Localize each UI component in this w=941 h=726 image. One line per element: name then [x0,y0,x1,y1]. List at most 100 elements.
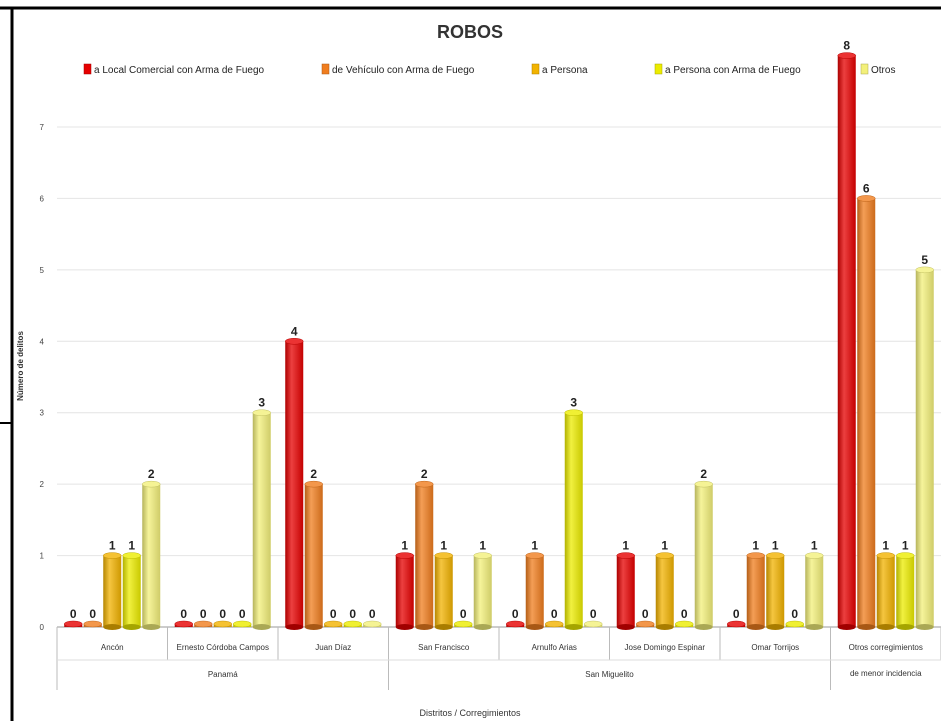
y-tick-label: 6 [40,194,45,203]
data-label: 8 [843,39,850,53]
bar-cap [766,552,785,559]
bar-base [473,624,492,630]
legend-label: Otros [871,65,895,76]
bar [896,555,915,627]
bar-cap [655,552,674,559]
bar [915,269,934,627]
bar-base [564,624,583,630]
bar-cap [174,620,193,628]
bar-cap [746,552,765,559]
bar [415,484,434,627]
data-label: 1 [479,539,486,553]
bar-cap [285,338,304,345]
bar [304,484,323,627]
data-label: 1 [811,539,818,553]
x-tick-label: Arnulfo Arias [532,643,577,652]
bar-cap [363,620,382,628]
y-tick-label: 4 [40,337,45,346]
data-label: 1 [109,539,116,553]
data-label: 1 [661,539,668,553]
data-label: 1 [772,539,779,553]
data-label: 0 [180,607,187,621]
bar [142,484,161,627]
y-tick-label: 1 [40,552,45,561]
bar [285,341,304,627]
bar-cap [343,620,362,628]
x-tick-label: Ancón [101,643,124,652]
bar-cap [727,620,746,628]
legend-label: de Vehículo con Arma de Fuego [332,65,475,76]
data-label: 0 [330,607,337,621]
bar [655,555,674,627]
bar-base [415,624,434,630]
bar-base [252,624,271,630]
bar-base [304,624,323,630]
bar-base [837,624,856,630]
bar-cap [805,552,824,559]
bar [103,555,122,627]
x-tick-label: Ernesto Córdoba Campos [177,643,270,652]
bar [473,555,492,627]
bar-cap [454,620,473,628]
data-label: 6 [863,181,870,195]
bar-base [122,624,141,630]
bar [434,555,453,627]
x-tick-label: de menor incidencia [850,669,922,678]
x-tick-label: Juan Díaz [315,643,351,652]
chart-title: ROBOS [437,22,503,42]
data-label: 0 [460,607,467,621]
data-label: 0 [369,607,376,621]
bar-layer [64,52,934,630]
data-label: 1 [902,539,909,553]
bar-cap [304,480,323,488]
bar-cap [473,552,492,559]
bar-cap [103,552,122,559]
bar [616,555,635,627]
data-label: 1 [401,539,408,553]
legend-label: a Persona con Arma de Fuego [665,65,801,76]
data-label: 2 [148,467,155,481]
bar [746,555,765,627]
bar-cap [142,480,161,488]
data-label: 1 [882,539,889,553]
bar-cap [675,620,694,628]
bar-cap [785,620,804,628]
data-label: 1 [752,539,759,553]
data-label: 4 [291,324,298,338]
data-label: 3 [258,396,265,410]
legend-label: a Persona [542,65,588,76]
legend: a Local Comercial con Arma de Fuego de Ve… [83,63,895,76]
data-label: 0 [733,607,740,621]
data-label: 0 [89,607,96,621]
data-label: 0 [642,607,649,621]
bar-cap [616,552,635,559]
y-tick-label: 7 [40,123,45,132]
bar-cap [636,620,655,628]
bar-base [896,624,915,630]
legend-label: a Local Comercial con Arma de Fuego [94,65,265,76]
x-tick-label: Jose Domingo Espinar [625,643,706,652]
data-label: 0 [590,607,597,621]
bar-base [525,624,544,630]
data-label: 0 [349,607,356,621]
bar-base [616,624,635,630]
data-label: 0 [512,607,519,621]
axis-layer [0,6,941,721]
data-label: 0 [219,607,226,621]
x-tick-label: Omar Torrijos [751,643,799,652]
data-label: 1 [531,539,538,553]
bar-base [857,624,876,630]
grid-layer [57,126,941,557]
bar [766,555,785,627]
bar [525,555,544,627]
bar [564,412,583,627]
data-label: 1 [440,539,447,553]
legend-swatch [654,63,663,75]
bar-base [766,624,785,630]
y-tick-label: 2 [40,480,45,489]
data-label: 0 [551,607,558,621]
bar-base [395,624,414,630]
bar-cap [83,620,102,628]
legend-swatch [860,63,869,75]
